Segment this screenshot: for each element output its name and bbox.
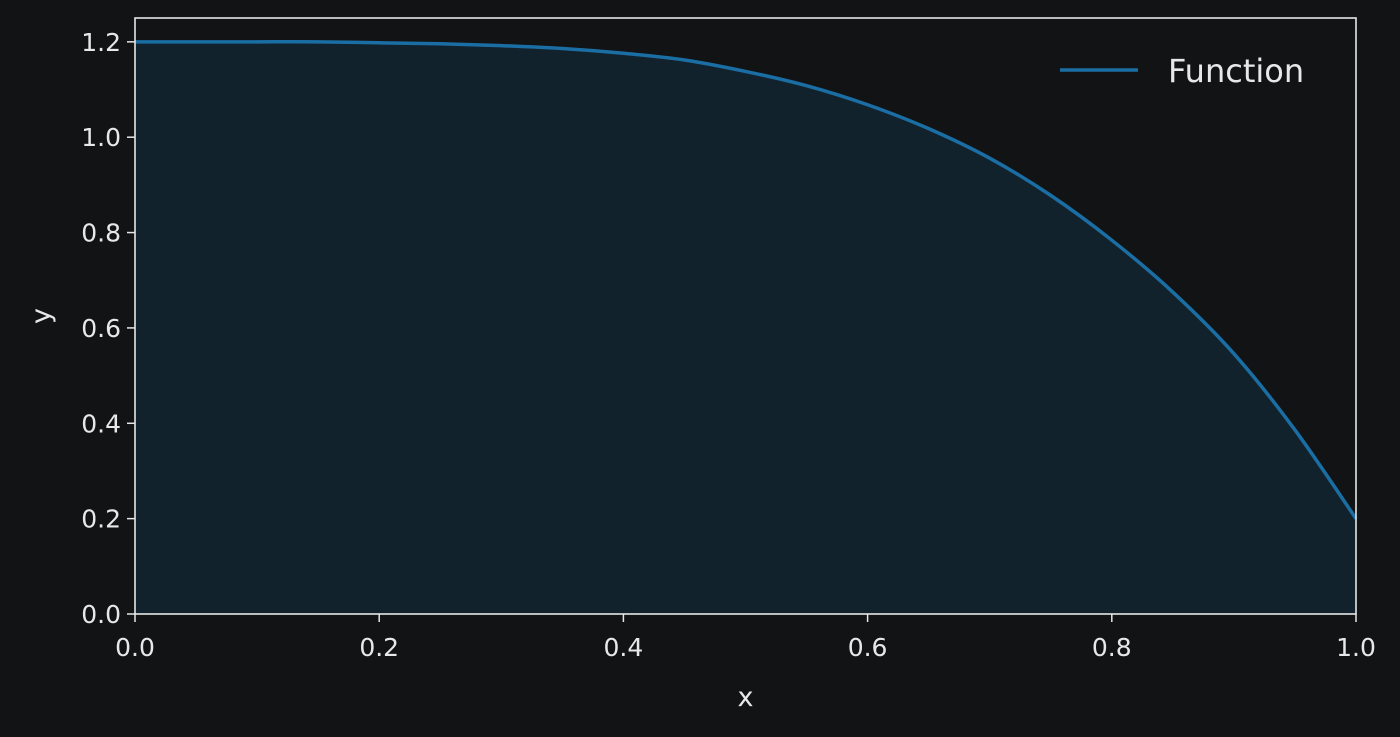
labels-layer: x y bbox=[26, 308, 754, 713]
y-tick-label: 0.6 bbox=[81, 314, 121, 343]
legend: Function bbox=[1060, 52, 1304, 90]
plot-area bbox=[134, 17, 1358, 615]
y-axis-title: y bbox=[26, 308, 57, 324]
y-tick-label: 0.0 bbox=[81, 600, 121, 629]
x-tick-label: 0.6 bbox=[848, 633, 888, 662]
x-axis-title: x bbox=[738, 682, 754, 713]
y-tick-label: 1.2 bbox=[81, 28, 121, 57]
x-tick-label: 0.4 bbox=[604, 633, 644, 662]
x-tick-label: 0.0 bbox=[115, 633, 155, 662]
legend-label-function: Function bbox=[1168, 52, 1304, 90]
series-line-function bbox=[134, 40, 1358, 520]
x-tick-label: 0.2 bbox=[359, 633, 399, 662]
x-tick-label: 1.0 bbox=[1336, 633, 1376, 662]
y-tick-label: 0.4 bbox=[81, 409, 121, 438]
x-tick-label: 0.8 bbox=[1092, 633, 1132, 662]
plot-frame bbox=[134, 17, 1357, 615]
y-tick-label: 0.2 bbox=[81, 505, 121, 534]
ticks-layer: 0.0 0.2 0.4 0.6 0.8 1.0 0.0 0.2 0.4 0.6 0.8 1.0 1.2 bbox=[81, 28, 1376, 662]
y-tick-label: 0.8 bbox=[81, 219, 121, 248]
series-area-function bbox=[135, 41, 1356, 614]
y-tick-label: 1.0 bbox=[81, 123, 121, 152]
